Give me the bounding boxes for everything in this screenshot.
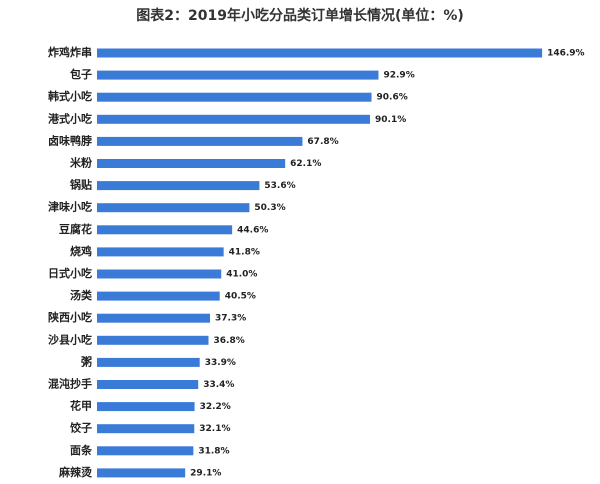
value-label: 62.1% xyxy=(290,159,321,169)
bar xyxy=(97,402,195,412)
category-label: 饺子 xyxy=(70,421,92,435)
bar xyxy=(97,48,543,58)
category-label: 面条 xyxy=(70,443,93,457)
value-label: 32.2% xyxy=(200,402,231,412)
bar xyxy=(97,446,194,456)
bar xyxy=(97,70,379,80)
chart-title: 图表2：2019年小吃分品类订单增长情况(单位：%) xyxy=(136,7,464,24)
category-label: 沙县小吃 xyxy=(48,332,92,346)
bar xyxy=(97,203,250,213)
bar xyxy=(97,247,224,257)
bar xyxy=(97,159,286,168)
bar xyxy=(97,468,186,478)
bar xyxy=(97,313,211,323)
value-label: 29.1% xyxy=(190,468,221,478)
category-label: 花甲 xyxy=(70,399,92,413)
bar xyxy=(97,269,222,279)
value-label: 146.9% xyxy=(547,49,585,59)
bar xyxy=(97,114,371,124)
value-label: 44.6% xyxy=(237,225,268,235)
category-label: 混沌抄手 xyxy=(48,377,92,391)
value-label: 33.9% xyxy=(205,358,236,368)
category-label: 包子 xyxy=(69,67,92,81)
value-label: 50.3% xyxy=(254,203,285,213)
category-label: 烧鸡 xyxy=(70,244,92,258)
category-label: 粥 xyxy=(81,354,92,368)
value-label: 90.6% xyxy=(377,93,408,103)
value-label: 37.3% xyxy=(215,314,246,324)
bar xyxy=(97,424,195,434)
bar xyxy=(97,335,209,345)
bar xyxy=(97,380,199,389)
value-label: 31.8% xyxy=(198,446,229,456)
category-label: 津味小吃 xyxy=(48,200,92,214)
bar xyxy=(97,225,233,235)
category-label: 卤味鸭脖 xyxy=(48,133,92,147)
value-label: 33.4% xyxy=(203,380,234,390)
value-label: 32.1% xyxy=(199,424,230,434)
value-label: 53.6% xyxy=(264,181,295,191)
category-label: 米粉 xyxy=(69,156,92,170)
category-label: 豆腐花 xyxy=(59,222,92,236)
bar xyxy=(97,92,372,102)
category-label: 炸鸡炸串 xyxy=(48,45,92,59)
bar xyxy=(97,357,200,367)
category-label: 麻辣烫 xyxy=(58,465,93,479)
value-label: 67.8% xyxy=(307,137,338,147)
category-label: 陕西小吃 xyxy=(48,310,92,324)
bar xyxy=(97,291,220,301)
value-label: 41.8% xyxy=(229,247,260,257)
value-label: 92.9% xyxy=(383,71,414,81)
value-label: 40.5% xyxy=(225,292,256,302)
category-label: 汤类 xyxy=(70,288,93,302)
category-label: 日式小吃 xyxy=(48,266,92,280)
category-label: 锅贴 xyxy=(70,178,92,192)
bar xyxy=(97,136,303,146)
value-label: 41.0% xyxy=(226,270,257,280)
category-label: 韩式小吃 xyxy=(48,89,92,103)
category-label: 港式小吃 xyxy=(48,111,92,125)
bar xyxy=(97,181,260,191)
value-label: 36.8% xyxy=(214,336,245,346)
value-label: 90.1% xyxy=(375,115,406,125)
